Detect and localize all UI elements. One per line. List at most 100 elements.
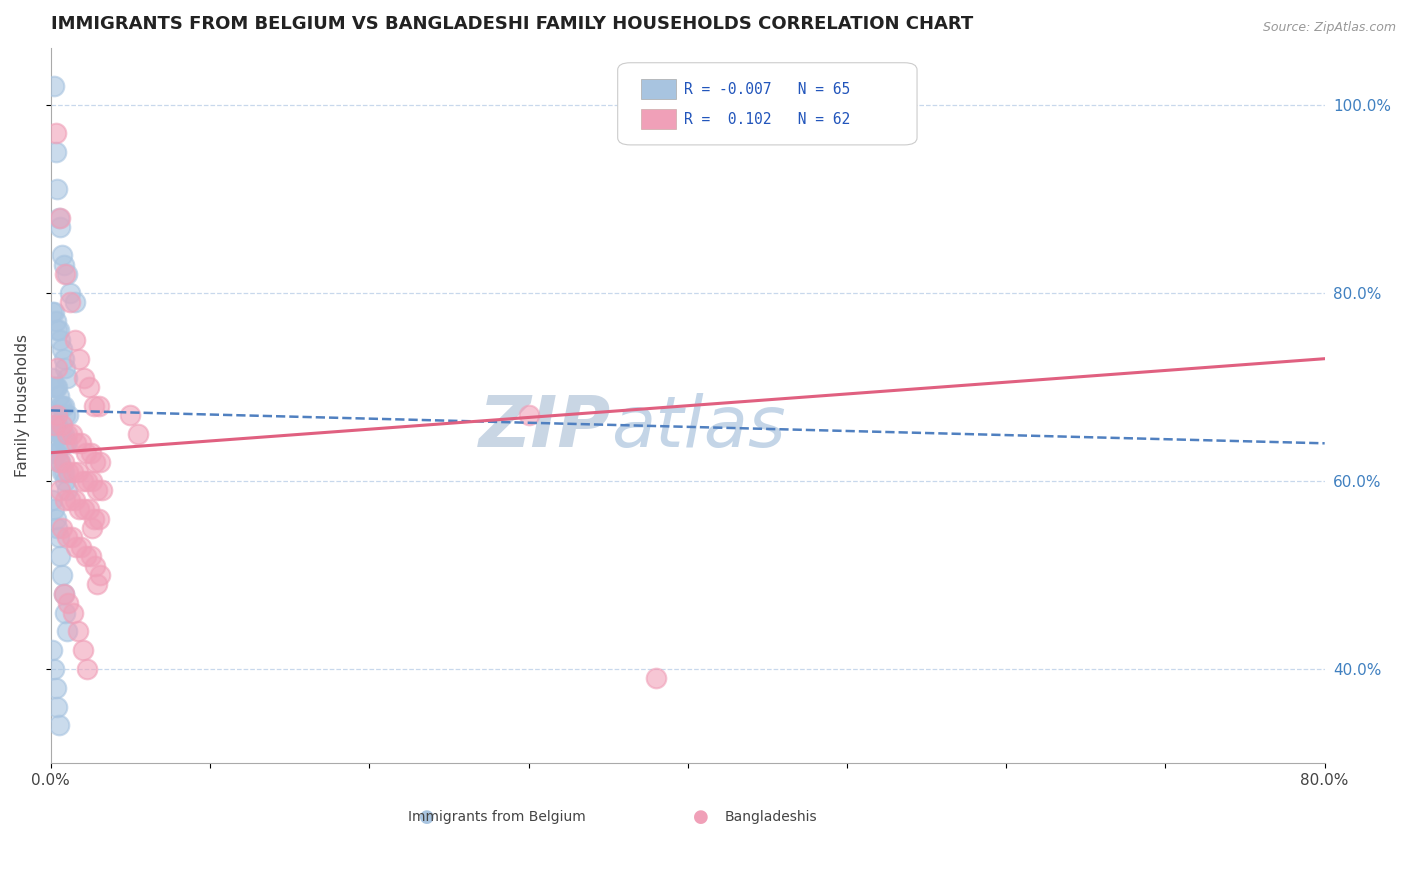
Text: ZIP: ZIP [479,392,612,462]
Point [66,465,89,479]
Point [45,314,67,328]
Point [52,258,75,272]
Point [65,540,87,554]
Point [46,361,69,376]
Point [46,446,69,460]
Point [46,182,69,196]
Point [41,408,63,422]
FancyBboxPatch shape [617,62,917,145]
Point [51,343,73,357]
Point [51,248,73,262]
Point [53,492,76,507]
Text: Source: ZipAtlas.com: Source: ZipAtlas.com [1263,21,1396,34]
Point [517,408,540,422]
Point [51,399,73,413]
Point [55,483,77,498]
Point [72,474,94,488]
Bar [641,79,676,99]
Point [73,502,96,516]
Point [51,465,73,479]
Point [49,399,72,413]
Point [65,436,87,450]
Text: Bangladeshis: Bangladeshis [724,810,817,823]
Point [46,699,69,714]
Point [55,267,77,281]
Point [60,426,83,441]
Point [42,417,65,432]
Bar [641,109,676,129]
Point [53,474,76,488]
Point [53,267,76,281]
Point [89,455,111,469]
Point [84,455,107,469]
Point [42,78,65,93]
Point [72,643,94,657]
Point [52,351,75,366]
Point [52,455,75,469]
Point [45,145,67,159]
Point [86,577,108,591]
Point [59,285,82,300]
Point [46,521,69,535]
Point [59,295,82,310]
Point [52,399,75,413]
Point [49,220,72,235]
Y-axis label: Family Households: Family Households [15,334,30,477]
Text: IMMIGRANTS FROM BELGIUM VS BANGLADESHI FAMILY HOUSEHOLDS CORRELATION CHART: IMMIGRANTS FROM BELGIUM VS BANGLADESHI F… [51,15,973,33]
Point [66,624,89,639]
Text: Immigrants from Belgium: Immigrants from Belgium [408,810,585,823]
Point [79,446,101,460]
Point [45,681,67,695]
Point [41,436,63,450]
Point [75,446,97,460]
Point [70,540,93,554]
Point [45,511,67,525]
Point [82,521,104,535]
Point [70,436,93,450]
Point [63,295,86,310]
Point [53,361,76,376]
Point [62,606,84,620]
Point [77,502,100,516]
Point [52,426,75,441]
Point [52,465,75,479]
Point [49,549,72,563]
Point [63,333,86,347]
Point [53,436,76,450]
Point [48,324,70,338]
Point [46,380,69,394]
Point [77,380,100,394]
Point [41,643,63,657]
Point [55,426,77,441]
Point [45,380,67,394]
Point [87,399,110,413]
Point [46,417,69,432]
Point [87,511,110,525]
Point [51,521,73,535]
Point [127,426,149,441]
Point [645,671,668,685]
Point [83,399,105,413]
Point [73,370,96,384]
Text: atlas: atlas [612,392,786,462]
Point [41,492,63,507]
Point [49,426,72,441]
Point [59,492,82,507]
Point [52,587,75,601]
Point [49,333,72,347]
Point [46,408,69,422]
Point [53,606,76,620]
Point [69,351,91,366]
Point [41,370,63,384]
Text: ●: ● [419,807,434,826]
Point [45,417,67,432]
Point [48,426,70,441]
Point [58,408,80,422]
Point [55,624,77,639]
Point [46,324,69,338]
Point [52,587,75,601]
Point [76,474,98,488]
Point [83,511,105,525]
Point [41,304,63,318]
Text: R =  0.102   N = 62: R = 0.102 N = 62 [683,112,851,127]
